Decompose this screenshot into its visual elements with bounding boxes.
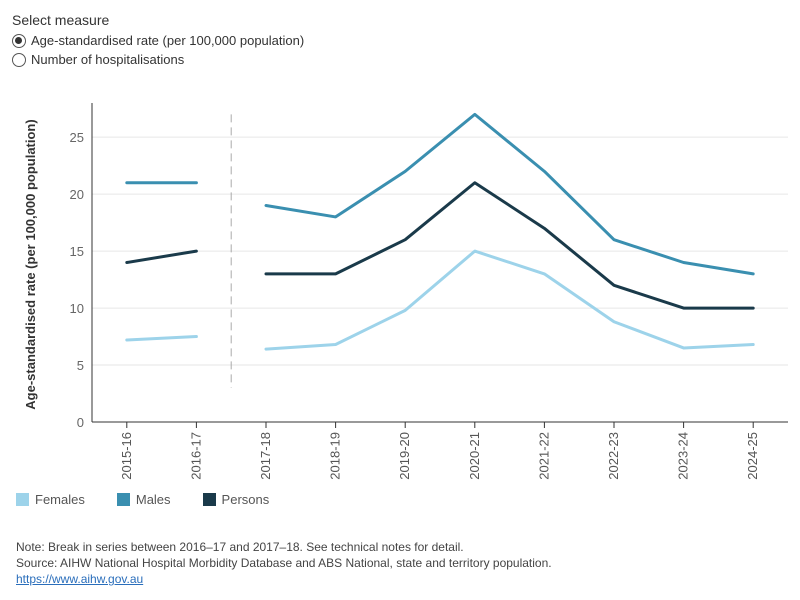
x-tick-label: 2015-16	[119, 432, 134, 480]
x-tick-label: 2017-18	[258, 432, 273, 480]
y-tick-label: 0	[77, 415, 84, 430]
y-axis-title: Age-standardised rate (per 100,000 popul…	[23, 119, 38, 409]
x-tick-label: 2022-23	[606, 432, 621, 480]
x-tick-label: 2019-20	[397, 432, 412, 480]
legend-label-males: Males	[135, 492, 171, 507]
chart-notes: Note: Break in series between 2016–17 an…	[16, 539, 552, 587]
x-tick-label: 2023-24	[676, 432, 691, 480]
x-tick-label: 2024-25	[745, 432, 760, 480]
y-tick-label: 15	[70, 244, 84, 259]
source-text: Source: AIHW National Hospital Morbidity…	[16, 556, 552, 570]
measure-selector-title: Select measure	[12, 12, 110, 28]
legend-swatch-males	[116, 493, 130, 506]
series-line-persons	[264, 181, 755, 310]
y-tick-label: 10	[70, 301, 84, 316]
legend-swatch-females	[16, 493, 29, 506]
radio-label-rate: Age-standardised rate (per 100,000 popul…	[31, 33, 305, 48]
measure-selector: Select measure Age-standardised rate (pe…	[12, 12, 304, 69]
legend-item-males[interactable]: Males	[116, 492, 171, 507]
legend-label-females: Females	[35, 492, 85, 507]
radio-button-number[interactable]	[12, 52, 26, 67]
radio-label-number: Number of hospitalisations	[31, 52, 185, 67]
y-tick-label: 20	[70, 187, 84, 202]
y-tick-label: 25	[70, 130, 84, 145]
chart-legend: Females Males Persons	[16, 492, 301, 507]
legend-item-persons[interactable]: Persons	[202, 492, 270, 507]
x-tick-label: 2020-21	[467, 432, 482, 480]
y-tick-label: 5	[77, 358, 84, 373]
series-line-persons	[125, 249, 198, 264]
legend-item-females[interactable]: Females	[16, 492, 85, 507]
radio-option-number[interactable]: Number of hospitalisations	[12, 50, 304, 69]
series-line-females	[264, 249, 755, 351]
series-line-females	[125, 335, 198, 342]
x-tick-label: 2021-22	[536, 432, 551, 480]
series-line-males	[264, 112, 755, 276]
radio-button-rate[interactable]	[12, 33, 26, 48]
aihw-link[interactable]: https://www.aihw.gov.au	[16, 572, 144, 586]
x-tick-label: 2016-17	[188, 432, 203, 480]
legend-label-persons: Persons	[221, 492, 270, 507]
radio-option-rate[interactable]: Age-standardised rate (per 100,000 popul…	[12, 31, 304, 50]
x-tick-label: 2018-19	[328, 432, 343, 480]
note-text: Note: Break in series between 2016–17 an…	[16, 540, 464, 554]
legend-swatch-persons	[202, 493, 216, 506]
